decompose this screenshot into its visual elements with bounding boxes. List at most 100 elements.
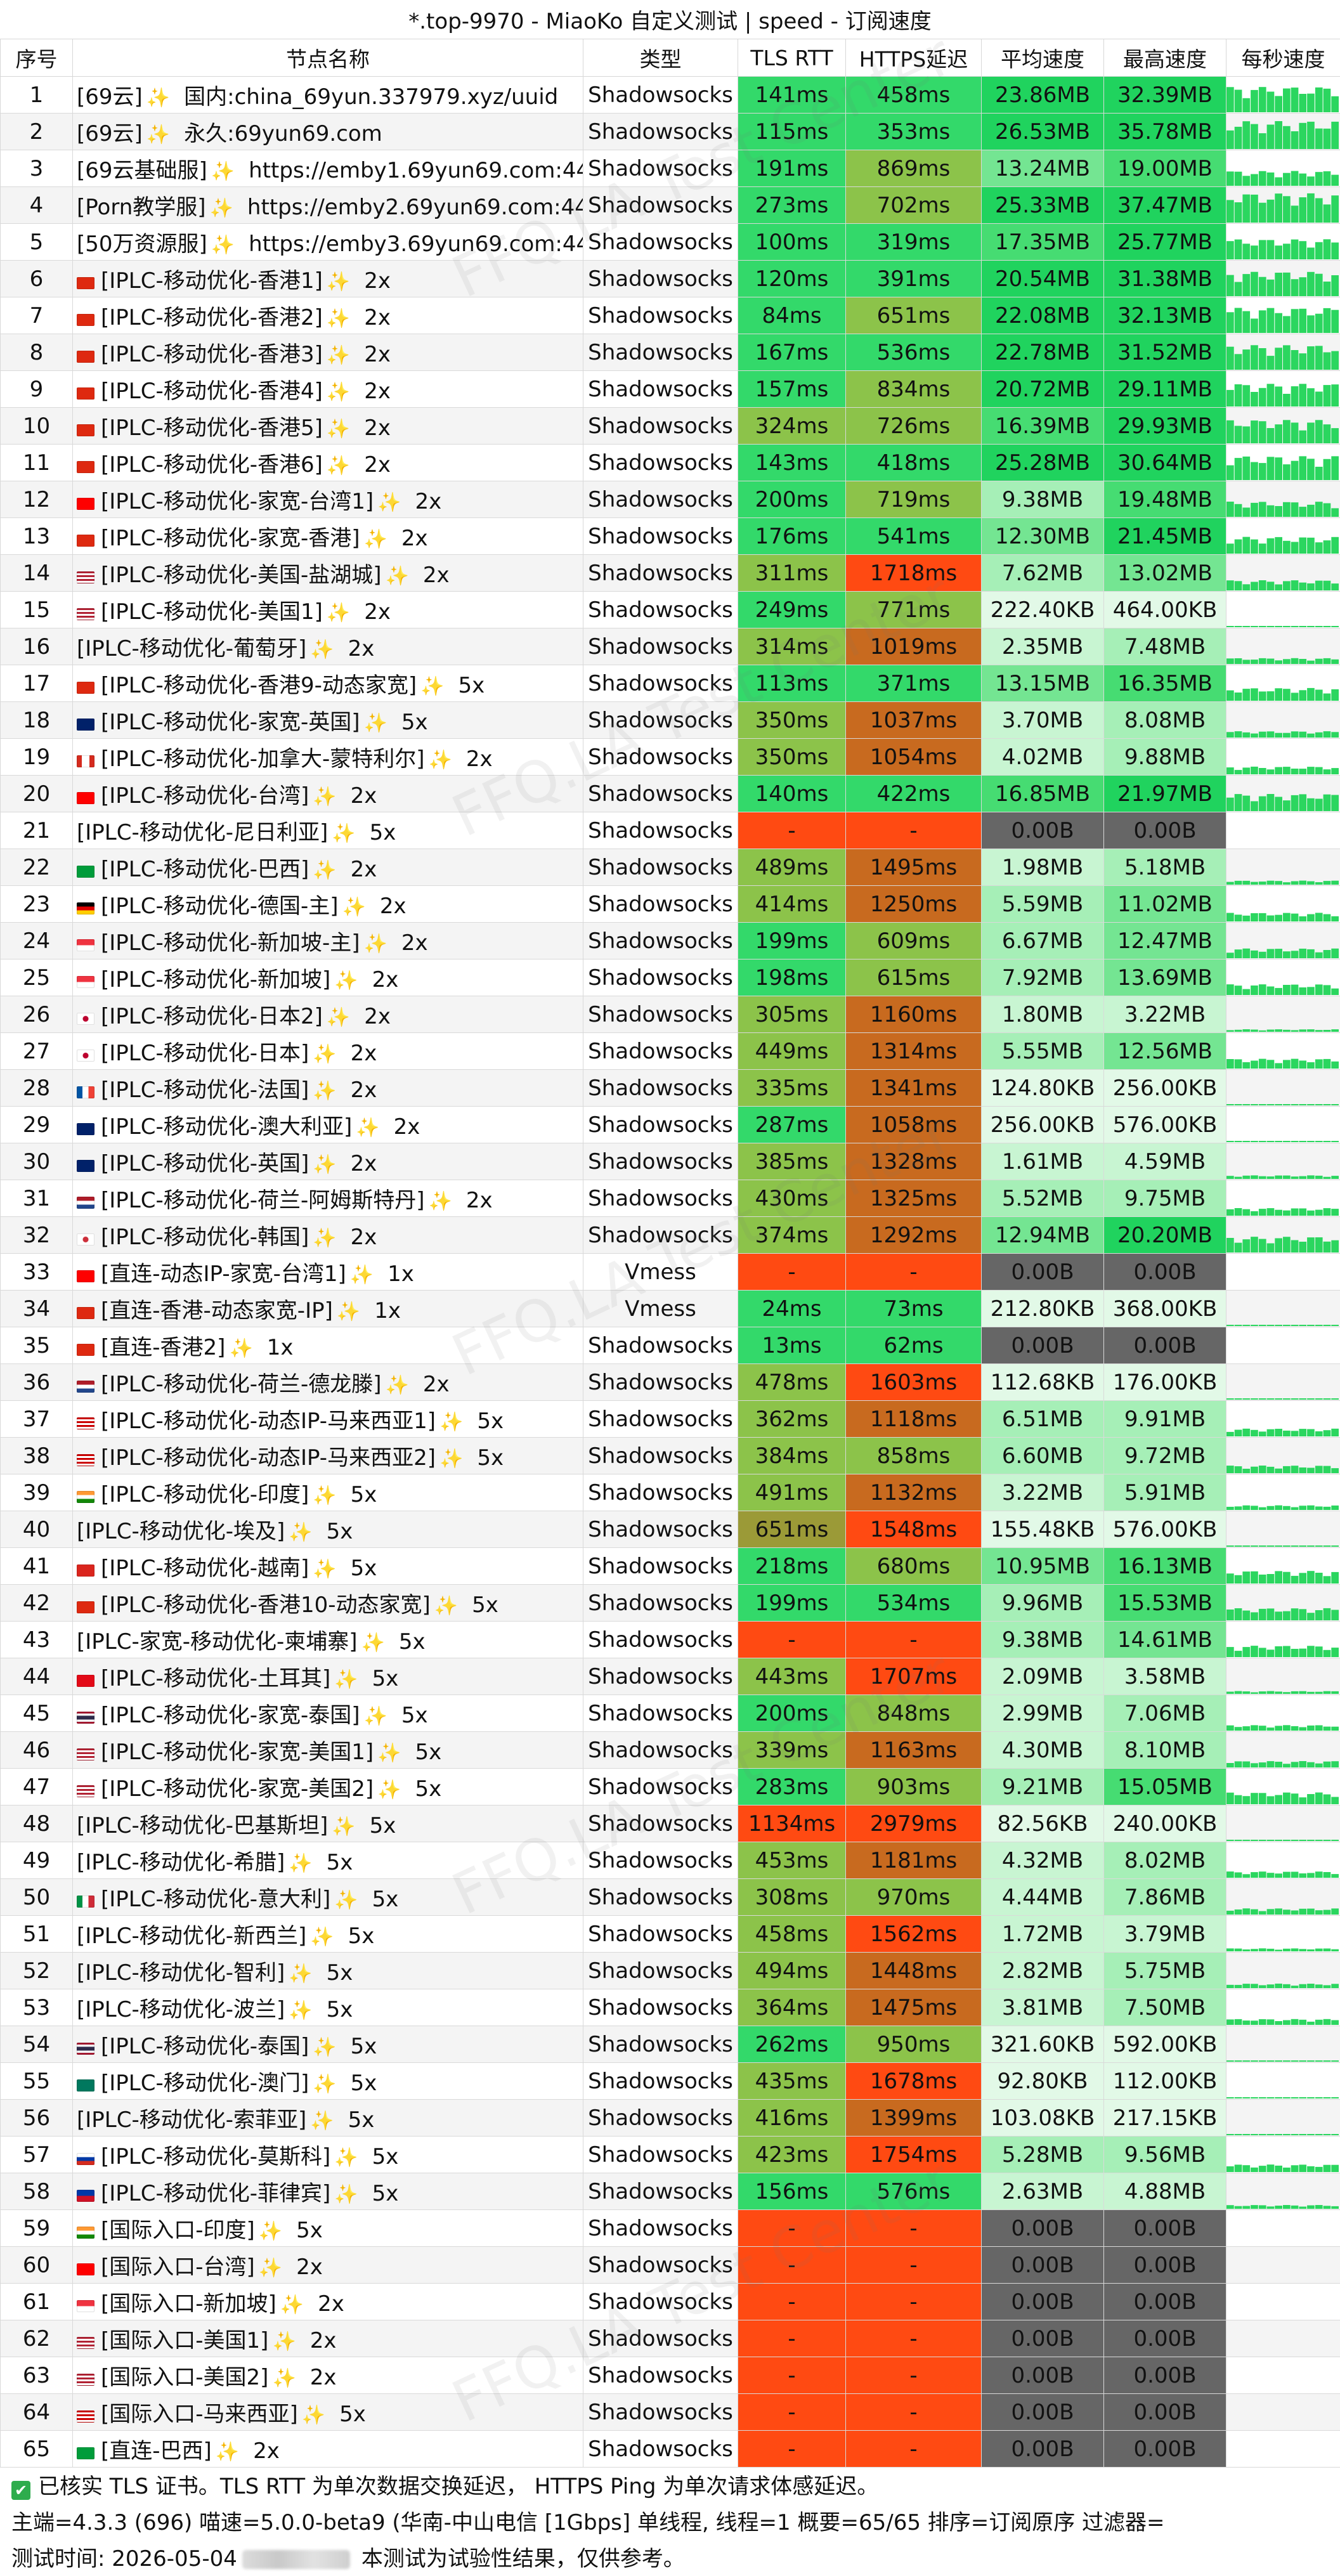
node-name-cell: [IPLC-移动优化-香港5] ✨ 2x bbox=[72, 407, 583, 445]
table-row[interactable]: 13 [IPLC-移动优化-家宽-香港] ✨ 2x Shadowsocks 176ms 54… bbox=[0, 517, 1340, 555]
col-header-avg-speed[interactable]: 平均速度 bbox=[981, 39, 1104, 77]
table-row[interactable]: 35 [直连-香港2] ✨ 1x Shadowsocks 13ms 62ms 0.00B 0.0… bbox=[0, 1327, 1340, 1364]
table-row[interactable]: 26 [IPLC-移动优化-日本2] ✨ 2x Shadowsocks 305ms 1160… bbox=[0, 996, 1340, 1033]
col-header-type[interactable]: 类型 bbox=[583, 39, 738, 77]
table-row[interactable]: 62 [国际入口-美国1] ✨ 2x Shadowsocks - -0.00B 0.00B bbox=[0, 2320, 1340, 2357]
sparkline-bar bbox=[1315, 346, 1323, 370]
table-row[interactable]: 24 [IPLC-移动优化-新加坡-主] ✨ 2x Shadowsocks 199ms 60… bbox=[0, 922, 1340, 959]
table-row[interactable]: 16 [IPLC-移动优化-葡萄牙] ✨ 2x Shadowsocks 314ms 1019… bbox=[0, 628, 1340, 665]
sparkline-bar bbox=[1291, 2097, 1299, 2098]
table-row[interactable]: 40 [IPLC-移动优化-埃及] ✨ 5x Shadowsocks 651ms 1548m… bbox=[0, 1511, 1340, 1548]
table-row[interactable]: 49 [IPLC-移动优化-希腊] ✨ 5x Shadowsocks 453ms 1181m… bbox=[0, 1842, 1340, 1879]
avg-speed: 22.78MB bbox=[981, 334, 1104, 371]
table-row[interactable]: 3 [69云基础服] ✨ https://emby1.69yun69.com:443 S… bbox=[0, 150, 1340, 187]
sparkline-bar bbox=[1283, 1611, 1291, 1620]
table-row[interactable]: 56 [IPLC-移动优化-索菲亚] ✨ 5x Shadowsocks 416ms 1399… bbox=[0, 2099, 1340, 2137]
sparkline-bar bbox=[1234, 1506, 1242, 1510]
avg-speed: 0.00B bbox=[981, 2357, 1104, 2394]
col-header-index[interactable]: 序号 bbox=[0, 39, 73, 77]
sparkline-bar bbox=[1251, 950, 1258, 958]
table-row[interactable]: 55 [IPLC-移动优化-澳门] ✨ 5x Shadowsocks 435ms 1678m… bbox=[0, 2062, 1340, 2100]
table-row[interactable]: 28 [IPLC-移动优化-法国] ✨ 2x Shadowsocks 335ms 1341m… bbox=[0, 1069, 1340, 1107]
table-row[interactable]: 1 [69云] ✨ 国内:china_69yun.337979.xyz/uuid Sha… bbox=[0, 76, 1340, 114]
table-row[interactable]: 11 [IPLC-移动优化-香港6] ✨ 2x Shadowsocks 143ms 418m… bbox=[0, 444, 1340, 481]
table-row[interactable]: 52 [IPLC-移动优化-智利] ✨ 5x Shadowsocks 494ms 1448m… bbox=[0, 1952, 1340, 1989]
table-row[interactable]: 5 [50万资源服] ✨ https://emby3.69yun69.com:443 S… bbox=[0, 223, 1340, 261]
table-row[interactable]: 46 [IPLC-移动优化-家宽-美国1] ✨ 5x Shadowsocks 339ms 1… bbox=[0, 1731, 1340, 1769]
col-header-https-latency[interactable]: HTTPS延迟 bbox=[845, 39, 982, 77]
sparkline-bar bbox=[1234, 1398, 1242, 1400]
table-row[interactable]: 34 [直连-香港-动态家宽-IP] ✨ 1x Vmess 24ms 73ms 212.80K… bbox=[0, 1290, 1340, 1327]
table-row[interactable]: 61 [国际入口-新加坡] ✨ 2x Shadowsocks - -0.00B 0.00B bbox=[0, 2283, 1340, 2320]
table-row[interactable]: 32 [IPLC-移动优化-韩国] ✨ 2x Shadowsocks 374ms 1292m… bbox=[0, 1216, 1340, 1254]
table-row[interactable]: 30 [IPLC-移动优化-英国] ✨ 2x Shadowsocks 385ms 1328m… bbox=[0, 1143, 1340, 1180]
table-row[interactable]: 59 [国际入口-印度] ✨ 5x Shadowsocks - -0.00B 0.00B bbox=[0, 2209, 1340, 2247]
table-row[interactable]: 15 [IPLC-移动优化-美国1] ✨ 2x Shadowsocks 249ms 771m… bbox=[0, 591, 1340, 628]
table-row[interactable]: 31 [IPLC-移动优化-荷兰-阿姆斯特丹] ✨ 2x Shadowsocks 430m… bbox=[0, 1180, 1340, 1217]
table-row[interactable]: 21 [IPLC-移动优化-尼日利亚] ✨ 5x Shadowsocks - -0.00B 0… bbox=[0, 812, 1340, 849]
node-multiplier: 5x bbox=[348, 2107, 375, 2133]
table-row[interactable]: 63 [国际入口-美国2] ✨ 2x Shadowsocks - -0.00B 0.00B bbox=[0, 2357, 1340, 2394]
sparkline-bar bbox=[1242, 537, 1251, 554]
table-row[interactable]: 22 [IPLC-移动优化-巴西] ✨ 2x Shadowsocks 489ms 1495m… bbox=[0, 849, 1340, 886]
sparkline-bar bbox=[1291, 693, 1299, 701]
sparkline-bar bbox=[1251, 1506, 1258, 1510]
table-row[interactable]: 14 [IPLC-移动优化-美国-盐湖城] ✨ 2x Shadowsocks 311ms 1… bbox=[0, 554, 1340, 592]
table-row[interactable]: 2 [69云] ✨ 永久:69yun69.com Shadowsocks 115ms 353… bbox=[0, 113, 1340, 150]
table-row[interactable]: 57 [IPLC-移动优化-莫斯科] ✨ 5x Shadowsocks 423ms 1754… bbox=[0, 2136, 1340, 2173]
table-row[interactable]: 38 [IPLC-移动优化-动态IP-马来西亚2] ✨ 5x Shadowsocks 38… bbox=[0, 1437, 1340, 1474]
max-speed: 7.06MB bbox=[1103, 1695, 1226, 1732]
table-row[interactable]: 41 [IPLC-移动优化-越南] ✨ 5x Shadowsocks 218ms 680ms… bbox=[0, 1547, 1340, 1585]
table-row[interactable]: 47 [IPLC-移动优化-家宽-美国2] ✨ 5x Shadowsocks 283ms 9… bbox=[0, 1768, 1340, 1805]
sparkline-bar bbox=[1226, 1176, 1234, 1179]
sparkline-bar bbox=[1323, 658, 1331, 664]
table-row[interactable]: 50 [IPLC-移动优化-意大利] ✨ 5x Shadowsocks 308ms 970m… bbox=[0, 1878, 1340, 1916]
table-row[interactable]: 51 [IPLC-移动优化-新西兰] ✨ 5x Shadowsocks 458ms 1562… bbox=[0, 1915, 1340, 1953]
col-header-name[interactable]: 节点名称 bbox=[72, 39, 583, 77]
node-name: [IPLC-移动优化-英国] bbox=[101, 1151, 309, 1176]
table-row[interactable]: 53 [IPLC-移动优化-波兰] ✨ 5x Shadowsocks 364ms 1475m… bbox=[0, 1989, 1340, 2026]
table-row[interactable]: 18 [IPLC-移动优化-家宽-英国] ✨ 5x Shadowsocks 350ms 10… bbox=[0, 701, 1340, 739]
table-row[interactable]: 10 [IPLC-移动优化-香港5] ✨ 2x Shadowsocks 324ms 726m… bbox=[0, 407, 1340, 445]
table-row[interactable]: 17 [IPLC-移动优化-香港9-动态家宽] ✨ 5x Shadowsocks 113m… bbox=[0, 665, 1340, 702]
col-header-tls-rtt[interactable]: TLS RTT bbox=[738, 39, 846, 77]
table-row[interactable]: 65 [直连-巴西] ✨ 2x Shadowsocks - -0.00B 0.00B bbox=[0, 2430, 1340, 2468]
sparkline-bar bbox=[1266, 428, 1275, 443]
table-row[interactable]: 23 [IPLC-移动优化-德国-主] ✨ 2x Shadowsocks 414ms 125… bbox=[0, 885, 1340, 923]
table-row[interactable]: 48 [IPLC-移动优化-巴基斯坦] ✨ 5x Shadowsocks 1134ms 29… bbox=[0, 1805, 1340, 1842]
sparkline-bar bbox=[1331, 195, 1339, 223]
table-row[interactable]: 36 [IPLC-移动优化-荷兰-德龙滕] ✨ 2x Shadowsocks 478ms 1… bbox=[0, 1363, 1340, 1401]
table-row[interactable]: 64 [国际入口-马来西亚] ✨ 5x Shadowsocks - -0.00B 0.00B bbox=[0, 2393, 1340, 2431]
table-row[interactable]: 12 [IPLC-移动优化-家宽-台湾1] ✨ 2x Shadowsocks 200ms 7… bbox=[0, 481, 1340, 518]
table-row[interactable]: 43 [IPLC-家宽-移动优化-柬埔寨] ✨ 5x Shadowsocks - -9.38… bbox=[0, 1621, 1340, 1658]
table-row[interactable]: 7 [IPLC-移动优化-香港2] ✨ 2x Shadowsocks 84ms 651ms 2… bbox=[0, 297, 1340, 334]
table-row[interactable]: 60 [国际入口-台湾] ✨ 2x Shadowsocks - -0.00B 0.00B bbox=[0, 2246, 1340, 2284]
table-row[interactable]: 25 [IPLC-移动优化-新加坡] ✨ 2x Shadowsocks 198ms 615m… bbox=[0, 959, 1340, 996]
table-row[interactable]: 45 [IPLC-移动优化-家宽-泰国] ✨ 5x Shadowsocks 200ms 84… bbox=[0, 1695, 1340, 1732]
table-row[interactable]: 37 [IPLC-移动优化-动态IP-马来西亚1] ✨ 5x Shadowsocks 36… bbox=[0, 1400, 1340, 1438]
table-row[interactable]: 44 [IPLC-移动优化-土耳其] ✨ 5x Shadowsocks 443ms 1707… bbox=[0, 1658, 1340, 1695]
sparkline-bar bbox=[1307, 583, 1315, 590]
table-row[interactable]: 33 [直连-动态IP-家宽-台湾1] ✨ 1x Vmess - -0.00B 0.00B bbox=[0, 1253, 1340, 1291]
table-row[interactable]: 58 [IPLC-移动优化-菲律宾] ✨ 5x Shadowsocks 156ms 576m… bbox=[0, 2173, 1340, 2210]
table-row[interactable]: 39 [IPLC-移动优化-印度] ✨ 5x Shadowsocks 491ms 1132m… bbox=[0, 1474, 1340, 1511]
sparkline-bar bbox=[1315, 1506, 1323, 1510]
https-latency: 1054ms bbox=[845, 738, 982, 776]
table-row[interactable]: 42 [IPLC-移动优化-香港10-动态家宽] ✨ 5x Shadowsocks 199… bbox=[0, 1584, 1340, 1622]
table-row[interactable]: 19 [IPLC-移动优化-加拿大-蒙特利尔] ✨ 2x Shadowsocks 350m… bbox=[0, 738, 1340, 776]
sparkline-bar bbox=[1315, 767, 1323, 774]
tls-rtt: 283ms bbox=[738, 1768, 846, 1805]
table-row[interactable]: 20 [IPLC-移动优化-台湾] ✨ 2x Shadowsocks 140ms 422ms… bbox=[0, 775, 1340, 812]
table-row[interactable]: 9 [IPLC-移动优化-香港4] ✨ 2x Shadowsocks 157ms 834ms… bbox=[0, 370, 1340, 408]
table-row[interactable]: 54 [IPLC-移动优化-泰国] ✨ 5x Shadowsocks 262ms 950ms… bbox=[0, 2026, 1340, 2063]
sparkline-bar bbox=[1291, 279, 1299, 296]
col-header-per-second-speed[interactable]: 每秒速度 bbox=[1226, 39, 1340, 77]
table-row[interactable]: 6 [IPLC-移动优化-香港1] ✨ 2x Shadowsocks 120ms 391ms… bbox=[0, 260, 1340, 297]
table-row[interactable]: 4 [Porn教学服] ✨ https://emby2.69yun69.com:443… bbox=[0, 186, 1340, 224]
sparkline-bar bbox=[1242, 1840, 1251, 1841]
col-header-max-speed[interactable]: 最高速度 bbox=[1103, 39, 1226, 77]
https-latency: 1718ms bbox=[845, 554, 982, 592]
table-row[interactable]: 27 [IPLC-移动优化-日本] ✨ 2x Shadowsocks 449ms 1314m… bbox=[0, 1032, 1340, 1070]
table-row[interactable]: 8 [IPLC-移动优化-香港3] ✨ 2x Shadowsocks 167ms 536ms… bbox=[0, 334, 1340, 371]
table-row[interactable]: 29 [IPLC-移动优化-澳大利亚] ✨ 2x Shadowsocks 287ms 105… bbox=[0, 1106, 1340, 1143]
